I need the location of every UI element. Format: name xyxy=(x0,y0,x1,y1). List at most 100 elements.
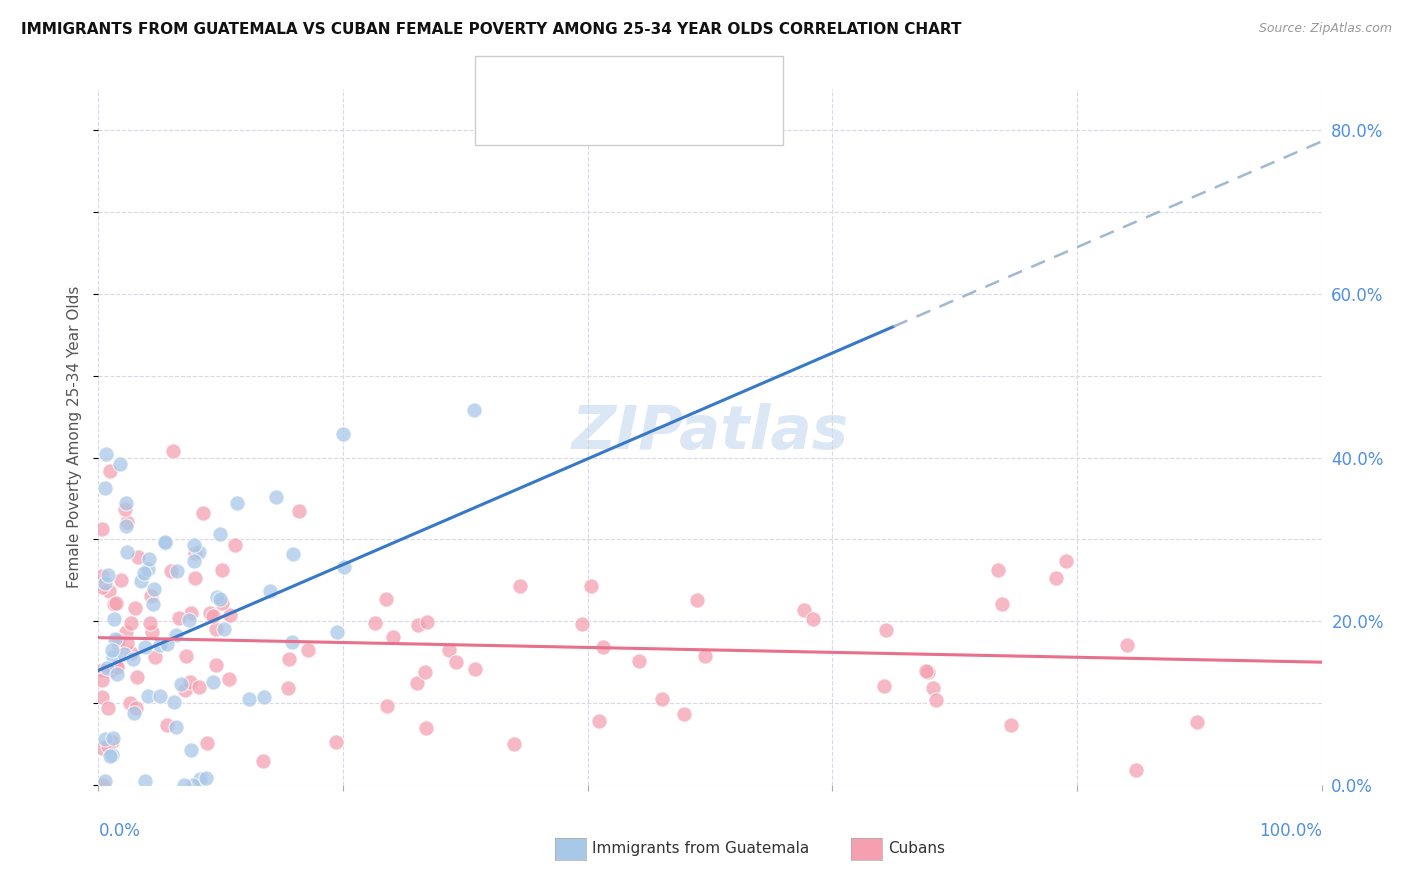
Point xyxy=(91,663,114,677)
Point xyxy=(101,735,124,749)
Point xyxy=(179,613,201,627)
Text: N =: N = xyxy=(651,109,688,127)
Point xyxy=(579,578,602,592)
Point xyxy=(211,563,233,577)
Text: 66: 66 xyxy=(672,69,700,87)
Point xyxy=(332,427,354,442)
Point xyxy=(101,747,124,762)
Point xyxy=(114,502,136,516)
Point xyxy=(873,679,896,693)
Point xyxy=(108,640,131,654)
Point xyxy=(921,681,943,696)
Point xyxy=(686,593,709,607)
Point xyxy=(188,772,211,786)
Point xyxy=(209,527,232,541)
Y-axis label: Female Poverty Among 25-34 Year Olds: Female Poverty Among 25-34 Year Olds xyxy=(67,286,83,588)
Point xyxy=(91,673,114,688)
Point xyxy=(382,630,405,644)
Point xyxy=(91,522,114,536)
Point xyxy=(326,625,349,640)
Point xyxy=(166,564,188,578)
Point xyxy=(987,563,1010,577)
Point xyxy=(155,718,177,732)
Point xyxy=(628,655,651,669)
Point xyxy=(364,615,387,630)
Point xyxy=(138,551,160,566)
Point xyxy=(283,547,305,561)
Point xyxy=(174,649,197,664)
Point xyxy=(122,652,145,666)
Point xyxy=(280,635,302,649)
Point xyxy=(124,601,146,615)
Point xyxy=(1054,554,1077,568)
Point xyxy=(212,622,235,636)
Point xyxy=(149,638,172,652)
Point xyxy=(179,674,201,689)
Point xyxy=(91,741,114,756)
Point xyxy=(415,721,437,735)
Point xyxy=(259,584,281,599)
Point xyxy=(375,592,398,607)
Point xyxy=(91,690,114,704)
Text: 0.0%: 0.0% xyxy=(98,822,141,840)
Text: Immigrants from Guatemala: Immigrants from Guatemala xyxy=(592,841,810,855)
Point xyxy=(188,545,211,559)
Point xyxy=(94,447,117,461)
Point xyxy=(173,778,195,792)
Point xyxy=(297,643,319,657)
Point xyxy=(181,778,204,792)
Point xyxy=(101,642,124,657)
Point xyxy=(97,567,120,582)
Point xyxy=(93,774,115,789)
Point xyxy=(156,637,179,651)
Point xyxy=(509,579,531,593)
Point xyxy=(115,515,138,529)
Point xyxy=(114,647,136,661)
Point xyxy=(1185,715,1208,730)
Point xyxy=(188,680,211,694)
Point xyxy=(122,706,145,720)
Point xyxy=(117,545,139,559)
Point xyxy=(97,584,120,599)
Point xyxy=(184,546,207,560)
Point xyxy=(170,677,193,691)
Point xyxy=(134,640,156,655)
Point xyxy=(118,696,141,710)
Point xyxy=(139,616,162,631)
Point xyxy=(129,574,152,588)
Point xyxy=(924,693,946,707)
Point xyxy=(97,701,120,715)
Point xyxy=(803,612,825,626)
Text: 100.0%: 100.0% xyxy=(1258,822,1322,840)
Text: R =: R = xyxy=(531,109,568,127)
Point xyxy=(875,624,897,638)
Point xyxy=(194,771,217,785)
Point xyxy=(325,734,347,748)
Point xyxy=(141,625,163,640)
Point xyxy=(413,665,436,679)
Point xyxy=(141,589,163,603)
Point xyxy=(191,506,214,520)
Point xyxy=(278,652,301,666)
Point xyxy=(120,646,142,660)
Point xyxy=(174,683,197,698)
Point xyxy=(183,554,205,568)
Point xyxy=(105,659,128,673)
Point xyxy=(149,689,172,703)
Point xyxy=(143,649,166,664)
Point xyxy=(98,749,121,764)
Point xyxy=(98,464,121,478)
Point xyxy=(793,603,815,617)
Point xyxy=(463,402,485,417)
Point xyxy=(105,660,128,674)
Point xyxy=(226,496,249,510)
Point xyxy=(127,550,149,565)
Text: -0.136: -0.136 xyxy=(567,109,626,127)
Text: IMMIGRANTS FROM GUATEMALA VS CUBAN FEMALE POVERTY AMONG 25-34 YEAR OLDS CORRELAT: IMMIGRANTS FROM GUATEMALA VS CUBAN FEMAL… xyxy=(21,22,962,37)
Point xyxy=(406,618,429,632)
Point xyxy=(195,736,218,750)
Text: 103: 103 xyxy=(686,109,721,127)
Point xyxy=(277,681,299,695)
Point xyxy=(1045,571,1067,585)
Text: R =: R = xyxy=(531,69,568,87)
